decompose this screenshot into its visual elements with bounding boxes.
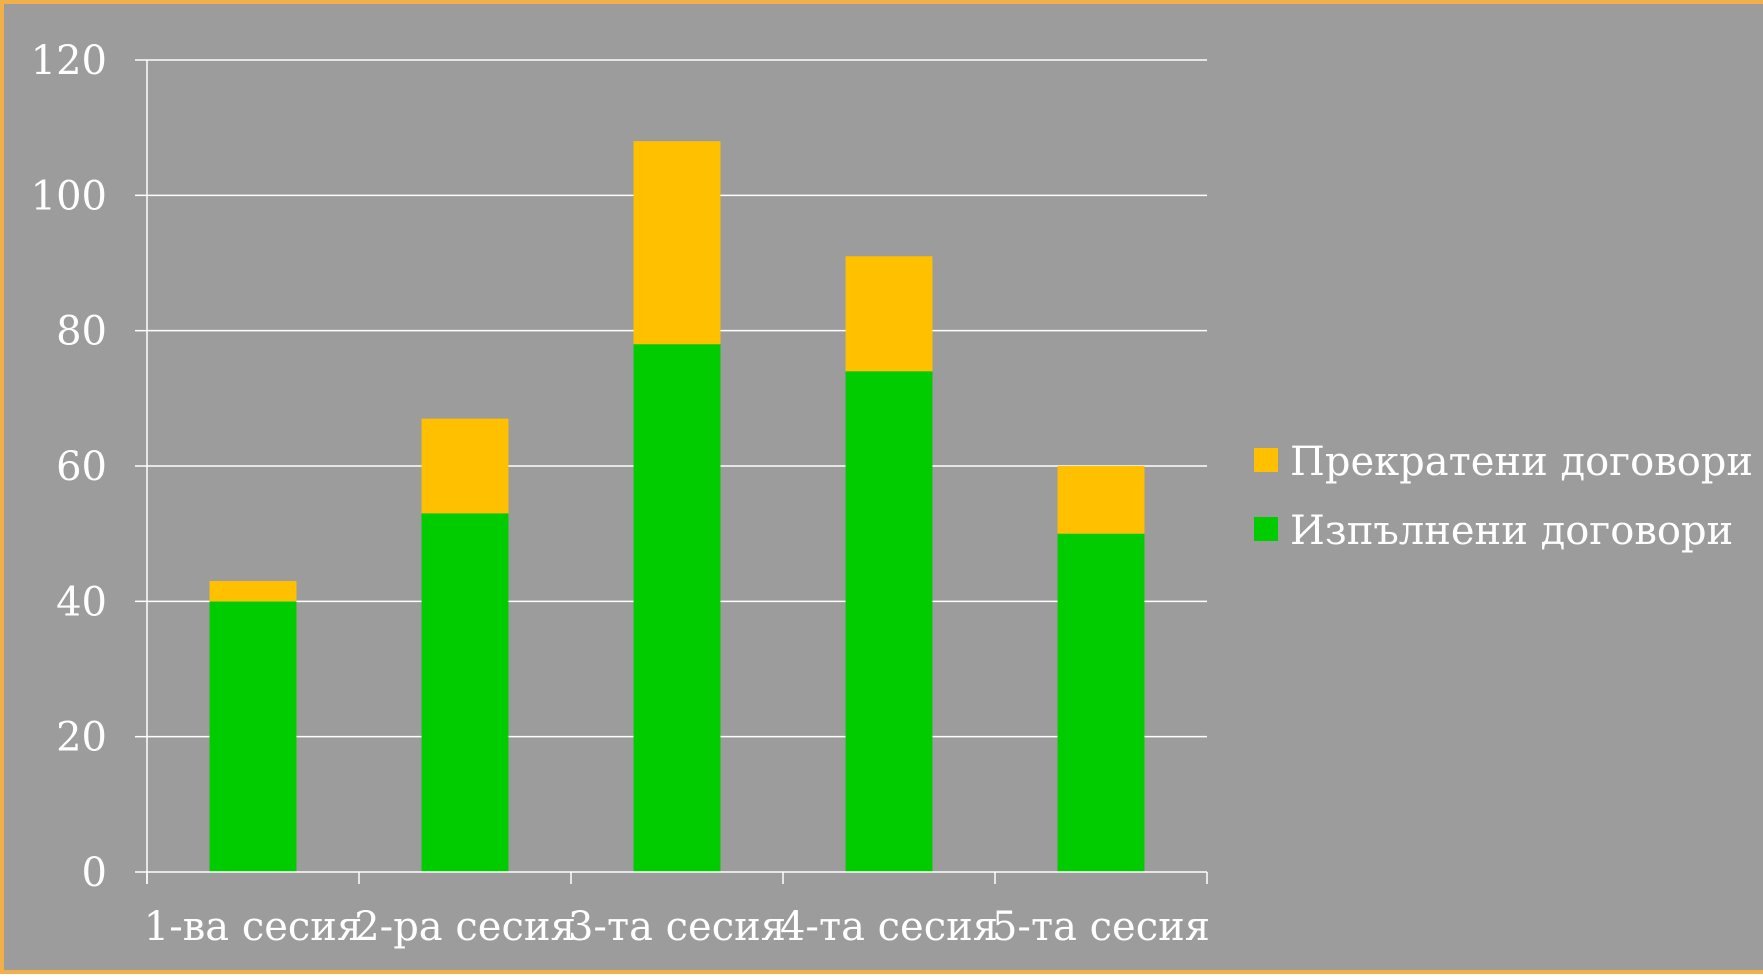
bar-segment-series-1-cat-4	[1057, 466, 1145, 534]
y-tick-label: 120	[31, 38, 107, 84]
y-tick-label: 20	[56, 715, 107, 761]
bar-segment-series-1-cat-0	[209, 581, 297, 602]
bar-segment-series-1-cat-3	[845, 256, 933, 372]
y-tick-label: 80	[56, 309, 107, 355]
y-tick-label: 0	[82, 850, 107, 896]
y-tick-label: 100	[31, 173, 107, 219]
legend-swatch-2	[1254, 517, 1278, 541]
x-tick-label: 2-ра сесия	[354, 904, 576, 950]
y-axis-ticks: 0 20 40 60 80 100 120	[31, 38, 147, 896]
bar-segment-series-0-cat-0	[209, 601, 297, 872]
x-tick-label: 3-та сесия	[568, 904, 786, 950]
legend-swatch-1	[1254, 448, 1278, 472]
y-tick-label: 60	[56, 444, 107, 490]
bar-segment-series-1-cat-1	[421, 418, 509, 514]
bar-segment-series-1-cat-2	[633, 141, 721, 345]
axes	[146, 60, 1208, 884]
x-tick-label: 4-та сесия	[780, 904, 998, 950]
bar-segment-series-0-cat-1	[421, 513, 509, 872]
x-tick-label: 1-ва сесия	[144, 904, 362, 950]
legend-label-2: Изпълнени договори	[1290, 508, 1733, 554]
y-tick-label: 40	[56, 579, 107, 625]
legend-label-1: Прекратени договори	[1290, 439, 1753, 485]
bar-segment-series-0-cat-4	[1057, 533, 1145, 872]
legend: Прекратени договори Изпълнени договори	[1254, 439, 1753, 554]
bar-segment-series-0-cat-3	[845, 371, 933, 872]
x-tick-label: 5-та сесия	[992, 904, 1210, 950]
bars	[209, 141, 1145, 872]
bar-segment-series-0-cat-2	[633, 344, 721, 872]
